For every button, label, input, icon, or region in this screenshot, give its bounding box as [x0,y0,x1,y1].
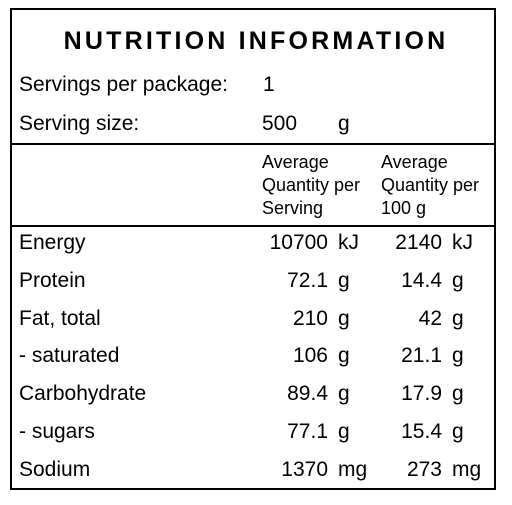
per-100g-value: 17.9 [401,382,442,405]
nutrient-name: Energy [19,231,86,254]
per-100g-unit: g [452,269,464,292]
per-100g-value: 14.4 [401,269,442,292]
per-serving-value: 77.1 [287,420,328,443]
panel-title: NUTRITION INFORMATION [63,27,449,55]
per-100g-unit: g [452,307,464,330]
per-100g-unit: mg [452,458,482,481]
column-header-per-100g: Average Quantity per 100 g [381,152,480,218]
per-serving-value: 89.4 [287,382,328,405]
nutrient-name: Protein [19,269,86,292]
per-100g-unit: g [452,344,464,367]
column-header-per-serving: Average Quantity per Serving [262,152,361,218]
per-100g-value: 42 [418,307,442,330]
nutrient-name: Sodium [19,458,91,481]
per-serving-value: 10700 [269,231,328,254]
nutrient-name: Fat, total [19,307,101,330]
per-serving-unit: mg [338,458,368,481]
serving-size-value: 500 [262,112,298,135]
serving-size-unit: g [338,112,350,135]
per-100g-value: 21.1 [401,344,442,367]
nutrient-name: Carbohydrate [19,382,147,405]
per-serving-unit: g [338,382,350,405]
serving-size-label: Serving size: [19,112,140,135]
per-serving-value: 210 [292,307,328,330]
column-header-divider [10,225,496,227]
per-100g-value: 2140 [395,231,442,254]
per-100g-unit: g [452,382,464,405]
per-serving-value: 106 [292,344,328,367]
per-serving-unit: g [338,307,350,330]
nutrition-panel [10,8,496,490]
per-100g-unit: g [452,420,464,443]
nutrient-name: - sugars [19,420,95,443]
per-serving-value: 72.1 [287,269,328,292]
per-serving-unit: g [338,344,350,367]
per-serving-unit: g [338,269,350,292]
per-serving-value: 1370 [281,458,328,481]
per-100g-value: 273 [406,458,442,481]
servings-per-package-label: Servings per package: [19,73,228,96]
servings-per-package-value: 1 [263,73,275,96]
per-serving-unit: kJ [338,231,359,254]
per-100g-unit: kJ [452,231,473,254]
nutrient-name: - saturated [19,344,120,367]
header-divider [10,143,496,145]
per-serving-unit: g [338,420,350,443]
per-100g-value: 15.4 [401,420,442,443]
